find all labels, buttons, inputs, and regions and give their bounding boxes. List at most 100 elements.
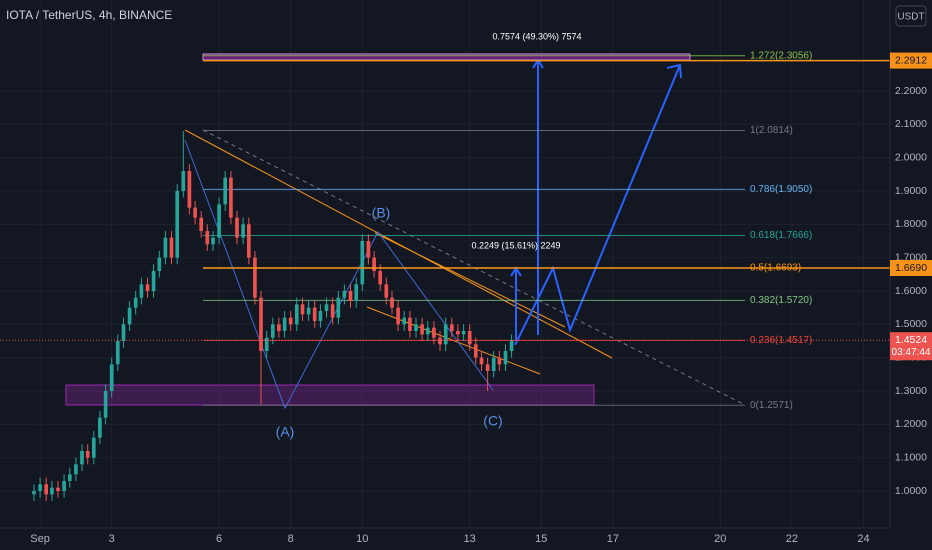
candle-body (44, 484, 49, 495)
candle-body (229, 177, 233, 218)
y-tick-label: 1.9000 (895, 185, 927, 197)
candle-body (456, 331, 460, 335)
candle-body (127, 307, 132, 325)
overlay: 1.00001.10001.20001.30001.40001.50001.60… (30, 31, 932, 545)
candle-body (330, 304, 335, 318)
candle-body (98, 417, 102, 438)
candle-body (38, 484, 42, 491)
candle-body (91, 437, 96, 458)
candle-body (467, 331, 472, 345)
candle-body (432, 327, 436, 338)
candle-body (80, 451, 84, 465)
candle-body (509, 340, 514, 351)
candle-body (312, 307, 317, 321)
y-tick-label: 1.1000 (895, 451, 927, 463)
fib-label: 0.786(1.9050) (750, 184, 812, 195)
price-tag-label: 2.2912 (895, 54, 927, 66)
candle-body (443, 324, 448, 345)
candle-body (300, 304, 305, 315)
candle-body (241, 224, 245, 238)
candle-body (270, 324, 275, 338)
x-tick-label: 17 (607, 533, 619, 545)
candle-body (74, 464, 78, 475)
candle-body (259, 297, 263, 351)
wave-line (184, 139, 494, 410)
time-axis (0, 528, 932, 550)
candle-body (288, 317, 293, 325)
y-tick-label: 1.3000 (895, 385, 927, 397)
x-tick-label: 20 (714, 533, 726, 545)
y-tick-label: 1.0000 (895, 485, 927, 497)
candle-body (50, 487, 54, 495)
currency-box (895, 5, 927, 27)
y-tick-label: 1.6000 (895, 285, 927, 297)
candle-body (181, 171, 186, 191)
candle-body (62, 481, 66, 491)
x-tick-label: 3 (109, 533, 115, 545)
x-tick-label: 22 (786, 533, 798, 545)
plot: 1.272(2.3056) 1(2.0814) 0.786(1.9050) 0.618… (0, 50, 890, 501)
y-tick-label: 2.1000 (895, 118, 927, 130)
candle-body (151, 271, 156, 291)
candle-body (479, 357, 484, 365)
candle-body (408, 317, 412, 331)
chart-title: IOTA / TetherUS, 4h, BINANCE (6, 8, 172, 22)
price-tag (890, 52, 932, 69)
x-tick-label: 8 (288, 533, 294, 545)
candle-body (217, 204, 221, 238)
support-zone (65, 384, 595, 406)
candle-body (253, 257, 257, 298)
candle-body (336, 297, 341, 318)
candle-body (223, 177, 228, 205)
candle-body (425, 327, 430, 335)
candle-body (109, 364, 114, 391)
candle-body (157, 257, 162, 271)
fib-label: 0(1.2571) (750, 400, 793, 411)
grid (0, 0, 890, 528)
candle-body (438, 337, 442, 345)
candle-body (67, 474, 72, 481)
x-tick-label: 13 (464, 533, 476, 545)
candle-body (497, 357, 502, 365)
annotation: 0.7574 (49.30%) 7574 (492, 31, 581, 41)
candle-body (318, 311, 323, 321)
arrow-head (666, 63, 682, 79)
fib-label: 0.382(1.5720) (750, 295, 812, 306)
candle-body (461, 331, 466, 335)
fib-label: 0.618(1.7666) (750, 230, 812, 241)
y-tick-label: 2.0000 (895, 151, 927, 163)
x-tick-label: 6 (216, 533, 222, 545)
currency: USDT (897, 12, 924, 23)
trend-line (374, 232, 566, 328)
candle-body (396, 307, 400, 325)
x-tick-label: 24 (857, 533, 869, 545)
countdown: 03:47:44 (892, 347, 931, 358)
x-tick-label: 15 (535, 533, 547, 545)
candle-body (32, 491, 36, 495)
candle-body (372, 257, 376, 271)
candle-body (414, 324, 418, 331)
candle-body (169, 237, 174, 258)
projection-path (514, 64, 681, 346)
fib-label: 1(2.0814) (750, 125, 793, 136)
candle-body (199, 217, 204, 231)
candle-body (103, 391, 108, 418)
candle-body (473, 344, 478, 358)
candle-body (420, 324, 424, 335)
candle-body (348, 291, 353, 301)
candle-body (205, 231, 210, 245)
candle-body (139, 284, 144, 298)
candle-body (324, 304, 329, 311)
candle-body (133, 297, 138, 308)
candle-body (211, 237, 215, 245)
candle-body (491, 357, 496, 371)
candle-body (503, 351, 508, 365)
candle-body (342, 291, 347, 298)
price-tag (890, 260, 932, 276)
fib-label: 0.236(1.4517) (750, 335, 812, 346)
x-tick-label: Sep (30, 533, 50, 545)
candle-body (282, 317, 287, 331)
candle-body (366, 241, 371, 258)
